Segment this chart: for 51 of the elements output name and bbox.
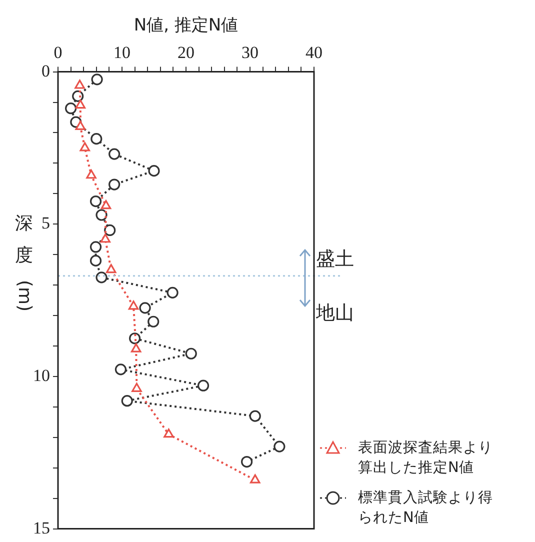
text: 地山 [316,301,354,326]
point [100,200,112,210]
point [91,74,103,86]
y-axis-title: 深度 (m) [13,212,36,312]
point [96,272,108,284]
point [74,80,85,89]
x-tick-label: 40 [306,43,322,62]
point [164,428,174,438]
point [104,224,116,236]
point [90,133,102,145]
point [132,382,142,392]
point [274,440,286,452]
point [108,178,120,190]
point [80,142,90,152]
y-tick-label: 10 [33,366,50,385]
point [106,264,116,274]
x-tick-label: 0 [54,43,62,62]
x-axis-title: N値, 推定N値 [134,16,238,36]
x-tick-label: 20 [178,43,194,62]
legend-label: 標準貫入試験より得られたN値 [358,489,494,528]
point [90,195,102,208]
text: 盛土 [316,247,354,272]
point [114,364,127,376]
y-tick-label: 15 [33,518,50,538]
x-tick-label: 10 [114,43,130,62]
point [90,254,102,266]
point [130,343,142,352]
point [241,456,253,468]
point [185,348,197,360]
point [148,165,160,177]
point [139,302,151,314]
y-tick-label: 5 [42,214,50,233]
y-tick-label: 0 [42,61,50,80]
point [100,234,110,243]
point [86,170,96,179]
point [65,102,77,114]
point [96,209,108,221]
point [75,120,86,130]
point [75,100,86,109]
x-tick-label: 30 [242,43,258,62]
point [197,380,210,392]
point [166,286,178,298]
point [249,410,261,422]
point [148,316,160,328]
point [72,90,84,102]
legend-label: 表面波探査結果より算出した推定N値 [358,439,494,478]
point [121,395,133,407]
point [128,300,139,310]
point [108,148,120,160]
point [90,241,102,253]
point [250,474,260,484]
